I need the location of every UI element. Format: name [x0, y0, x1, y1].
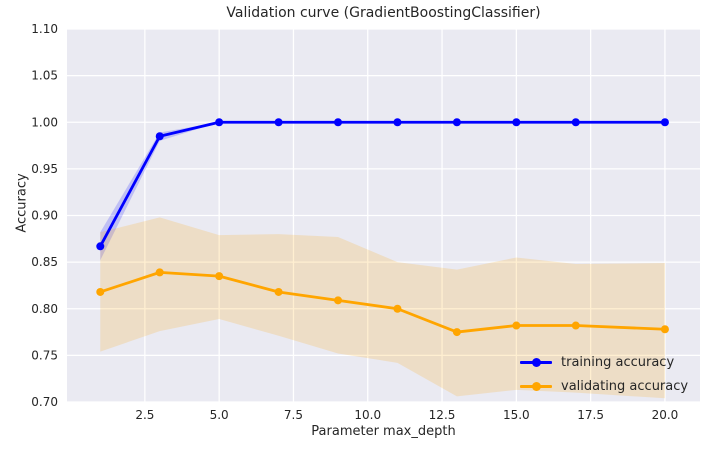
x-tick-label: 7.5: [284, 408, 303, 422]
x-tick-label: 10.0: [354, 408, 381, 422]
training-line: [99, 120, 665, 247]
y-tick-label: 0.70: [31, 395, 58, 409]
y-tick-label: 0.80: [31, 302, 58, 316]
legend-item-training: training accuracy: [520, 350, 688, 374]
training-marker: [215, 118, 224, 127]
validating-marker: [155, 268, 164, 277]
y-tick-label: 0.90: [31, 209, 58, 223]
y-tick-label: 1.10: [31, 22, 58, 36]
x-tick-label: 2.5: [135, 408, 154, 422]
validating-line: [99, 270, 665, 334]
x-tick-label: 5.0: [210, 408, 229, 422]
training-marker: [155, 132, 164, 141]
y-tick-label: 1.05: [31, 69, 58, 83]
validating-marker: [393, 304, 402, 313]
x-tick-label: 17.5: [577, 408, 604, 422]
y-tick-label: 1.00: [31, 115, 58, 129]
legend-label-validating: validating accuracy: [561, 378, 689, 394]
validating-marker: [96, 287, 105, 296]
legend: training accuracy validating accuracy: [520, 350, 688, 398]
x-tick-label: 15.0: [503, 408, 530, 422]
y-tick-label: 0.85: [31, 255, 58, 269]
legend-label-training: training accuracy: [561, 354, 675, 370]
validating-marker: [452, 328, 461, 337]
validating-marker: [512, 321, 521, 330]
x-axis-label: Parameter max_depth: [311, 424, 456, 439]
validating-marker: [571, 321, 580, 330]
training-marker: [660, 118, 669, 127]
validating-marker: [334, 296, 343, 305]
training-marker: [334, 118, 343, 127]
training-marker: [393, 118, 402, 127]
chart-title: Validation curve (GradientBoostingClassi…: [226, 5, 541, 21]
training-marker: [512, 118, 521, 127]
validating-marker: [660, 325, 669, 334]
validating-marker: [215, 272, 224, 281]
training-marker: [96, 242, 105, 251]
x-tick-label: 12.5: [429, 408, 456, 422]
legend-item-validating: validating accuracy: [520, 374, 688, 398]
training-line-marker-icon: [520, 357, 552, 367]
y-tick-label: 0.75: [31, 348, 58, 362]
y-tick-label: 0.95: [31, 162, 58, 176]
x-tick-label: 20.0: [652, 408, 679, 422]
training-marker: [274, 118, 283, 127]
training-marker: [571, 118, 580, 127]
training-marker: [452, 118, 461, 127]
validating-line-marker-icon: [520, 381, 552, 391]
validating-marker: [274, 287, 283, 296]
